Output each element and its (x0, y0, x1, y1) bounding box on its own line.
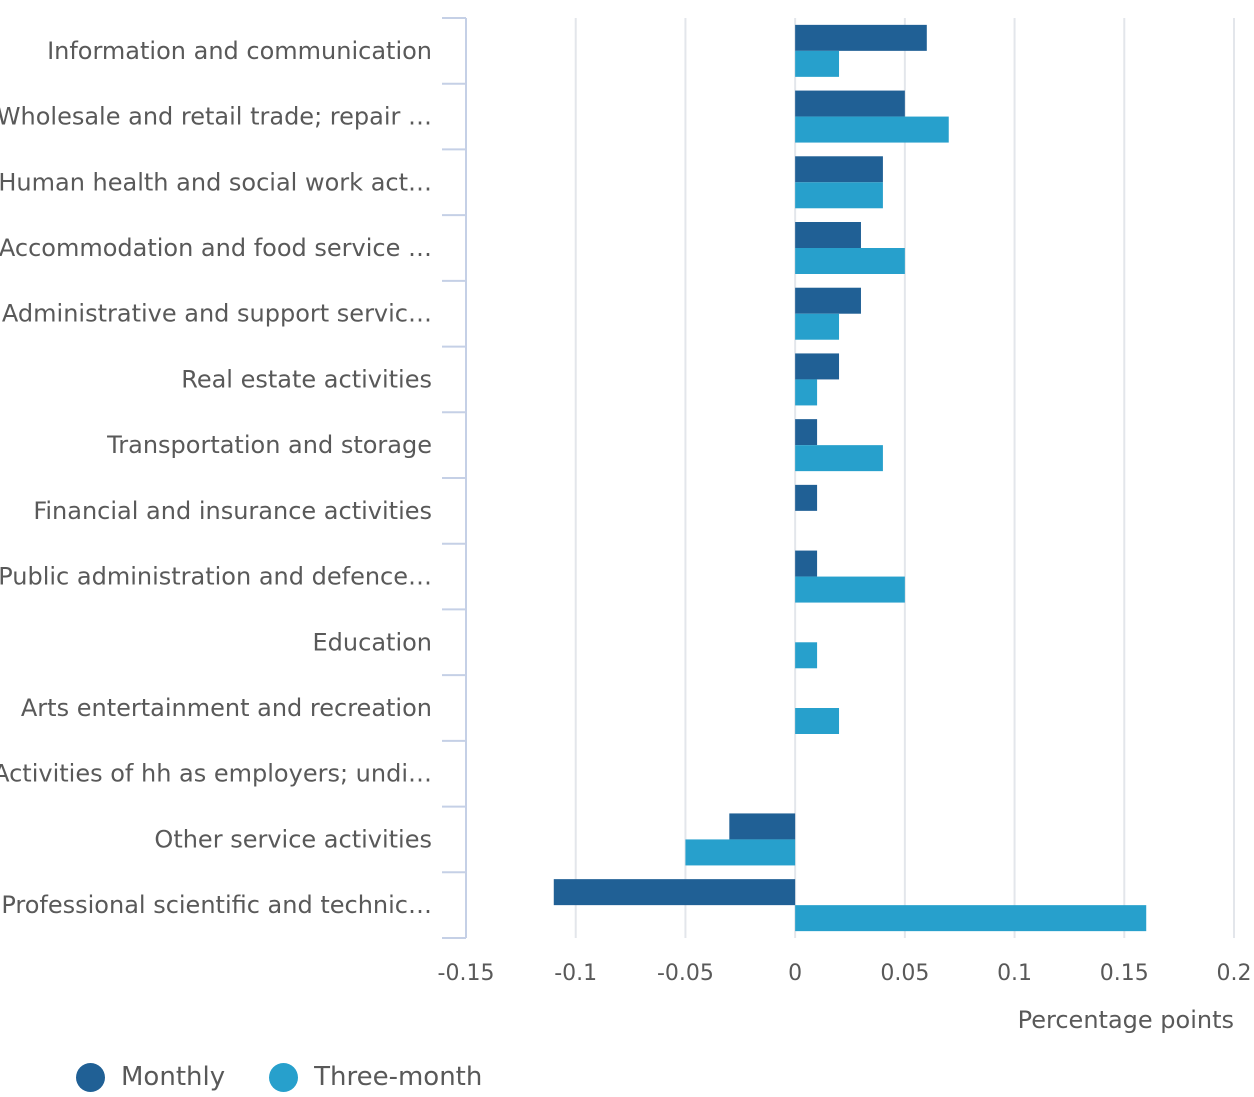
bar-monthly-information-and-communication (795, 24, 927, 51)
legend-swatch-three-month (269, 1062, 299, 1092)
bar-three-month-human-health-and-social-work-act (795, 182, 883, 209)
bar-monthly-professional-scientific-and-technic (553, 879, 796, 906)
bar-three-month-real-estate-activities (795, 379, 818, 406)
legend: Monthly Three-month (76, 1062, 526, 1092)
bar-monthly-wholesale-and-retail-trade-repair (795, 90, 905, 117)
bar-three-month-public-administration-and-defence (795, 576, 905, 603)
category-label-transportation-and-storage: Transportation and storage (106, 431, 432, 459)
category-label-education: Education (313, 628, 432, 656)
bar-monthly-public-administration-and-defence (795, 550, 818, 577)
legend-swatch-monthly (76, 1062, 105, 1092)
legend-item-three-month: Three-month (269, 1062, 482, 1092)
category-label-public-administration-and-defence: Public administration and defence… (0, 563, 432, 591)
x-tick-label-0-2: 0.2 (1217, 961, 1252, 986)
bar-three-month-information-and-communication (795, 50, 840, 77)
bar-three-month-arts-entertainment-and-recreation (795, 708, 840, 734)
bar-monthly-human-health-and-social-work-act (795, 156, 883, 183)
category-label-information-and-communication: Information and communication (47, 37, 432, 65)
x-tick-label-0-1: -0.1 (554, 961, 597, 986)
bar-three-month-wholesale-and-retail-trade-repair (795, 116, 949, 143)
category-label-human-health-and-social-work-act: Human health and social work act… (0, 168, 432, 196)
category-label-financial-and-insurance-activities: Financial and insurance activities (33, 497, 432, 525)
category-label-wholesale-and-retail-trade-repair: Wholesale and retail trade; repair … (0, 103, 432, 131)
category-label-real-estate-activities: Real estate activities (181, 365, 432, 393)
bar-monthly-financial-and-insurance-activities (795, 484, 818, 511)
bar-chart: Information and communication Wholesale a… (0, 17, 1252, 1034)
x-tick-label-0: 0 (788, 961, 802, 986)
bar-monthly-other-service-activities (729, 813, 796, 840)
bar-monthly-real-estate-activities (795, 353, 840, 380)
bar-monthly-transportation-and-storage (795, 419, 818, 446)
bar-three-month-professional-scientific-and-technic (795, 905, 1147, 932)
category-label-accommodation-and-food-service: Accommodation and food service … (0, 234, 432, 262)
x-tick-label-0-05: 0.05 (880, 961, 929, 986)
bar-monthly-administrative-and-support-servic (795, 287, 861, 314)
x-tick-label-0-05: -0.05 (657, 961, 714, 986)
category-label-professional-scientific-and-technic: Professional scientific and technic… (1, 891, 432, 919)
bar-monthly-accommodation-and-food-service (795, 222, 861, 248)
bar-three-month-transportation-and-storage (795, 445, 883, 472)
category-label-administrative-and-support-servic: Administrative and support servic… (2, 300, 432, 328)
bar-three-month-other-service-activities (685, 839, 796, 866)
bar-three-month-administrative-and-support-servic (795, 313, 840, 340)
bar-three-month-accommodation-and-food-service (795, 248, 905, 274)
category-label-arts-entertainment-and-recreation: Arts entertainment and recreation (21, 694, 432, 722)
x-tick-label-0-1: 0.1 (997, 961, 1032, 986)
legend-label-three-month: Three-month (314, 1062, 483, 1092)
legend-label-monthly: Monthly (121, 1062, 226, 1092)
bar-three-month-education (795, 642, 818, 669)
x-tick-label-0-15: -0.15 (438, 961, 495, 986)
x-axis-title: Percentage points (1018, 1006, 1234, 1034)
x-tick-label-0-15: 0.15 (1100, 961, 1149, 986)
legend-item-monthly: Monthly (76, 1062, 225, 1092)
category-label-other-service-activities: Other service activities (154, 825, 432, 853)
category-label-activities-of-hh-as-employers-undi: Activities of hh as employers; undi… (0, 760, 432, 788)
